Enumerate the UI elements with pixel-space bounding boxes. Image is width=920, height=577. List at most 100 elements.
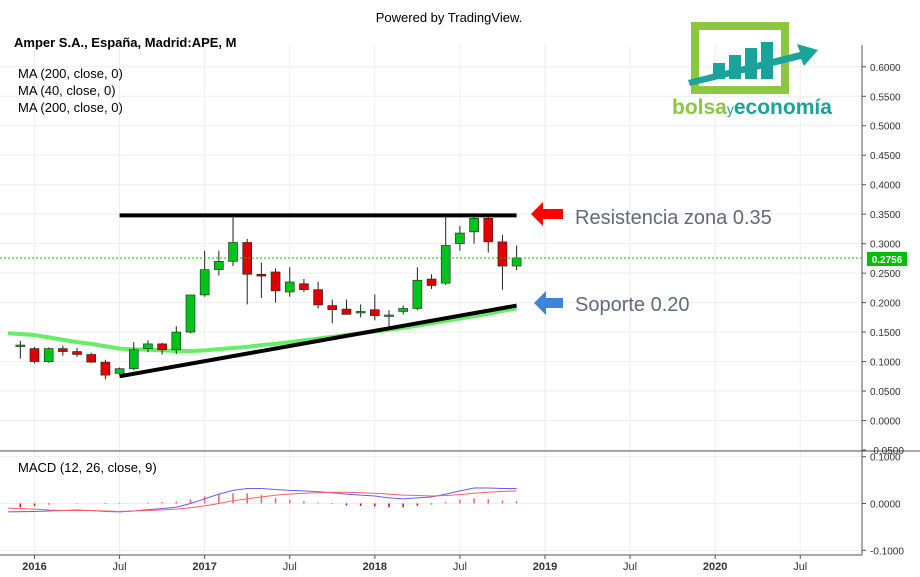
candle — [114, 367, 125, 375]
candle-body — [483, 218, 494, 243]
candle-body — [426, 278, 437, 286]
macd-y-tick-label: -0.1000 — [870, 546, 904, 557]
symbol-title: Amper S.A., España, Madrid:APE, M — [14, 35, 237, 50]
candle — [384, 310, 394, 327]
ma-layer — [7, 306, 517, 353]
candle — [455, 225, 465, 251]
y-tick-label: 0.0000 — [870, 417, 901, 428]
candle — [412, 267, 423, 311]
moving-average-line — [7, 306, 517, 353]
candle-body — [214, 261, 224, 270]
candle-body — [128, 349, 139, 369]
candle-body — [29, 348, 40, 362]
candle — [398, 305, 408, 315]
candle — [341, 299, 352, 315]
logo-arrow-icon — [688, 44, 818, 86]
last-price-text: 0.2756 — [872, 255, 903, 266]
candle — [143, 340, 153, 353]
x-tick-label: 2017 — [192, 561, 216, 573]
candle-body — [199, 269, 210, 296]
candle — [299, 279, 309, 292]
candle — [228, 214, 238, 267]
powered-by-text[interactable]: Powered by TradingView. — [376, 10, 522, 25]
resistance-label: Resistencia zona 0.35 — [575, 207, 772, 229]
candle-body — [143, 343, 153, 349]
indicator-label-2[interactable]: MA (40, close, 0) — [18, 83, 116, 98]
candle — [497, 234, 508, 290]
candle — [214, 250, 224, 276]
candle-body — [100, 361, 111, 376]
candle — [128, 342, 139, 371]
candle — [185, 294, 196, 334]
signal-line — [7, 490, 517, 512]
y-tick-label: -0.0500 — [870, 446, 904, 457]
candle-body — [284, 281, 295, 293]
candle — [157, 342, 167, 355]
macd-line — [7, 487, 517, 513]
y-tick-label: 0.1000 — [870, 358, 901, 369]
candle — [483, 217, 494, 253]
candle-body — [455, 232, 465, 244]
candle-body — [412, 279, 423, 309]
candle-body — [370, 309, 380, 316]
candle-body — [440, 245, 451, 284]
macd-y-tick-label: 0.1000 — [870, 453, 901, 464]
y-tick-label: 0.0500 — [870, 387, 901, 398]
candle — [284, 267, 295, 297]
candle-body — [15, 344, 26, 347]
candle — [86, 352, 97, 363]
candle-body — [171, 331, 182, 351]
candle-layer — [15, 214, 522, 380]
candle — [242, 238, 252, 305]
indicator-label-1[interactable]: MA (200, close, 0) — [18, 66, 123, 81]
candle — [43, 347, 54, 363]
candle-body — [327, 305, 338, 310]
y-tick-label: 0.2000 — [870, 299, 901, 310]
x-tick-label: Jul — [113, 561, 127, 573]
candle-body — [511, 257, 522, 267]
candle — [440, 217, 451, 285]
candle-body — [398, 308, 408, 312]
candle-body — [58, 348, 68, 352]
macd-layer — [7, 487, 518, 513]
candle — [313, 281, 323, 309]
x-tick-label: 2019 — [533, 561, 557, 573]
x-tick-label: 2018 — [363, 561, 387, 573]
candle-body — [157, 343, 167, 351]
y-tick-label: 0.3000 — [870, 240, 901, 251]
candle — [370, 294, 380, 321]
support-label: Soporte 0.20 — [575, 294, 690, 316]
candle — [327, 299, 338, 324]
macd-title[interactable]: MACD (12, 26, close, 9) — [18, 460, 157, 475]
y-tick-label: 0.6000 — [870, 63, 901, 74]
candle-body — [355, 311, 366, 314]
candle-body — [228, 242, 238, 262]
x-tick-label: Jul — [623, 561, 637, 573]
candle — [469, 215, 479, 244]
macd-y-tick-label: 0.0000 — [870, 500, 901, 511]
x-tick-label: 2020 — [703, 561, 727, 573]
candle-body — [43, 348, 54, 362]
candle — [256, 262, 267, 298]
candle — [15, 340, 26, 359]
candle — [426, 274, 437, 290]
candle-body — [72, 351, 82, 355]
candle — [72, 348, 82, 357]
candle — [355, 304, 366, 318]
bolsayeconomia-logo: bolsayeconomía — [672, 22, 832, 119]
candle — [58, 345, 68, 356]
indicator-label-3[interactable]: MA (200, close, 0) — [18, 100, 123, 115]
x-tick-label: Jul — [283, 561, 297, 573]
grid — [0, 45, 862, 555]
candle-body — [256, 274, 267, 277]
y-tick-label: 0.1500 — [870, 328, 901, 339]
candle — [270, 268, 281, 303]
candle-body — [469, 218, 479, 233]
x-tick-label: 2016 — [22, 561, 46, 573]
candle-body — [114, 368, 125, 374]
y-tick-label: 0.3500 — [870, 210, 901, 221]
candle — [29, 346, 40, 364]
candle-body — [185, 294, 196, 333]
candle-body — [242, 242, 252, 275]
